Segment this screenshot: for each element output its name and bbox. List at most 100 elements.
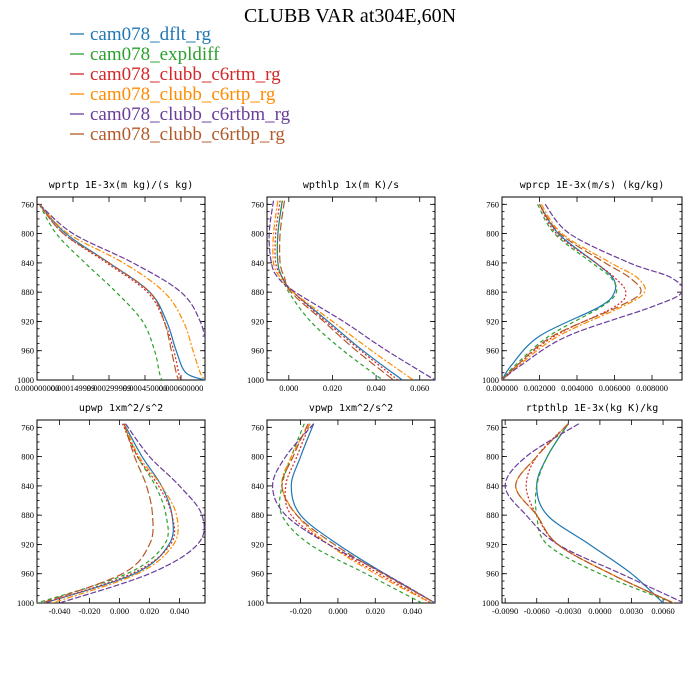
panels: wprtp 1E-3x(m kg)/(s kg) 760 800 840 880 920 9…	[15, 180, 683, 616]
series-line-6	[41, 423, 154, 603]
series-line-3	[525, 423, 674, 603]
x-tick-label: 0.000450000	[123, 383, 168, 393]
series-line-6	[38, 203, 180, 380]
legend-entry: cam078_clubb_c6rtbp_rg	[90, 124, 285, 145]
series-line-6	[278, 200, 394, 380]
x-tick-label: 0.000299999	[87, 383, 132, 393]
series-line-1	[276, 200, 403, 380]
series-line-1	[502, 203, 617, 380]
x-tick-label: 0.020	[323, 383, 342, 393]
series-line-2	[502, 204, 618, 380]
y-tick-label: 1000	[17, 598, 34, 608]
panel-title: wprcp 1E-3x(m/s) (kg/kg)	[520, 180, 665, 191]
plot-frame	[501, 419, 683, 604]
x-tick-label: 0.0000	[588, 606, 611, 616]
y-tick-label: 960	[251, 346, 264, 356]
y-tick-label: 920	[21, 316, 34, 326]
series-line-2	[534, 423, 674, 603]
y-tick-label: 920	[21, 539, 34, 549]
y-tick-label: 960	[21, 346, 34, 356]
y-tick-label: 760	[21, 422, 34, 432]
y-tick-label: 760	[21, 199, 34, 209]
x-tick-label: 0.006000	[599, 383, 631, 393]
series-line-4	[272, 200, 414, 380]
y-tick-label: 800	[486, 229, 499, 239]
figure-title: CLUBB VAR at304E,60N	[244, 5, 456, 27]
x-tick-label: 0.040	[170, 606, 189, 616]
x-tick-label: 0.000000	[486, 383, 518, 393]
legend-entry: cam078_clubb_c6rtm_rg	[90, 64, 281, 85]
x-tick-label: 0.000	[110, 606, 129, 616]
y-tick-label: 760	[251, 422, 264, 432]
plot-frame	[36, 196, 206, 381]
series-line-4	[281, 423, 432, 603]
panel-title: wpthlp 1x(m K)/s	[303, 180, 399, 191]
y-tick-label: 800	[21, 452, 34, 462]
y-tick-label: 800	[21, 229, 34, 239]
y-tick-label: 800	[486, 452, 499, 462]
series-line-2	[37, 423, 169, 603]
y-tick-label: 880	[21, 510, 34, 520]
y-tick-label: 960	[251, 569, 264, 579]
x-tick-label: 0.004000	[561, 383, 593, 393]
series-line-3	[284, 423, 432, 603]
x-tick-label: 0.040	[367, 383, 386, 393]
panel-title: wprtp 1E-3x(m kg)/(s kg)	[49, 180, 194, 191]
legend-entry: cam078_dflt_rg	[90, 24, 212, 45]
series-line-5	[504, 423, 682, 603]
x-tick-label: -0.0030	[555, 606, 581, 616]
y-tick-label: 960	[486, 346, 499, 356]
series-line-1	[290, 423, 435, 603]
legend-entry: cam078_expldiff	[90, 44, 220, 65]
panel-2: wpthlp 1x(m K)/s 760 800 840 880 920 960 1000 0.…	[247, 180, 436, 393]
panel-title: upwp 1xm^2/s^2	[79, 403, 163, 414]
x-tick-label: -0.020	[79, 606, 101, 616]
series-line-5	[268, 200, 435, 380]
y-tick-label: 880	[251, 287, 264, 297]
series-line-4	[515, 423, 674, 603]
x-tick-label: -0.0090	[492, 606, 518, 616]
legend-entry: cam078_clubb_c6rtbm_rg	[90, 104, 291, 125]
x-tick-label: 0.008000	[636, 383, 668, 393]
series-line-6	[515, 423, 674, 603]
y-tick-label: 880	[486, 510, 499, 520]
y-tick-label: 880	[21, 287, 34, 297]
series-line-5	[59, 423, 205, 603]
plot-frame	[36, 419, 206, 604]
x-tick-label: -0.040	[49, 606, 71, 616]
series-line-5	[39, 203, 205, 342]
y-tick-label: 840	[486, 481, 499, 491]
series-line-5	[271, 423, 435, 603]
panel-5: vpwp 1xm^2/s^2 760 800 840 880 920 960 1000 -0.0…	[247, 403, 436, 616]
y-tick-label: 840	[21, 258, 34, 268]
y-tick-label: 760	[486, 422, 499, 432]
y-tick-label: 880	[251, 510, 264, 520]
y-tick-label: 880	[486, 287, 499, 297]
y-tick-label: 760	[486, 199, 499, 209]
x-tick-label: 0.020	[366, 606, 385, 616]
panel-3: wprcp 1E-3x(m/s) (kg/kg) 760 800 840 880 920 9…	[482, 180, 683, 393]
series-line-2	[38, 204, 163, 380]
series-line-1	[38, 203, 205, 380]
y-tick-label: 920	[251, 316, 264, 326]
series-line-4	[38, 203, 205, 380]
x-tick-label: 0.0060	[651, 606, 674, 616]
y-tick-label: 800	[251, 229, 264, 239]
y-tick-label: 920	[251, 539, 264, 549]
series-line-3	[502, 204, 627, 380]
series-line-1	[536, 423, 664, 603]
y-tick-label: 920	[486, 539, 499, 549]
series-line-6	[281, 423, 435, 603]
y-tick-label: 840	[486, 258, 499, 268]
x-tick-label: 0.060	[410, 383, 429, 393]
series-line-4	[51, 423, 179, 603]
y-tick-label: 1000	[17, 375, 34, 385]
y-tick-label: 1000	[482, 375, 499, 385]
panel-title: rtpthlp 1E-3x(kg K)/kg	[526, 403, 658, 414]
x-tick-label: -0.020	[290, 606, 312, 616]
y-tick-label: 1000	[247, 375, 264, 385]
x-tick-label: 0.002000	[524, 383, 556, 393]
y-tick-label: 760	[251, 199, 264, 209]
